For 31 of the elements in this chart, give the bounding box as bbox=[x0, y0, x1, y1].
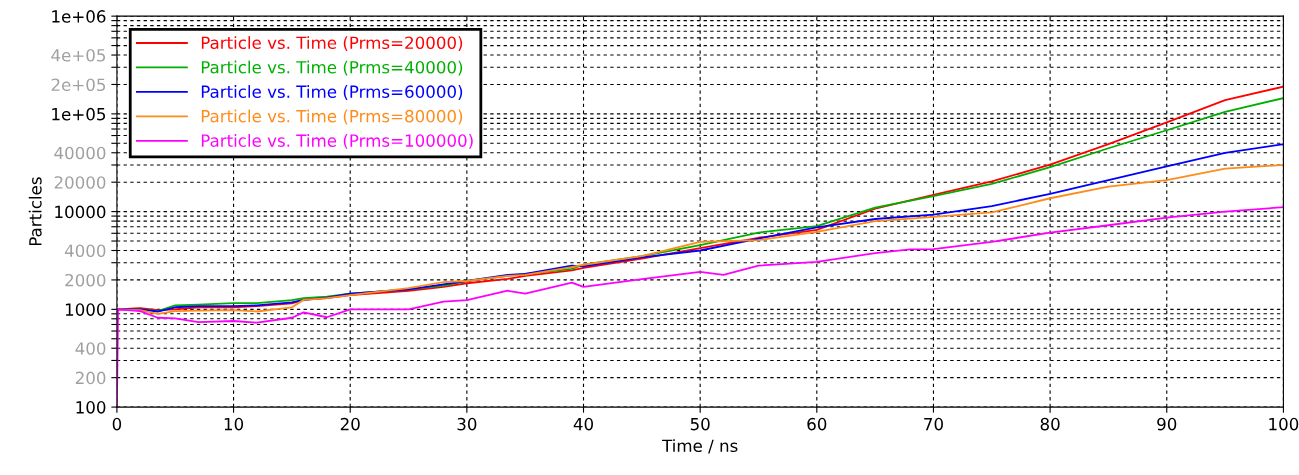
x-tick-label: 30 bbox=[457, 417, 477, 431]
y-tick-label: 1e+05 bbox=[52, 107, 106, 121]
x-tick-label: 40 bbox=[573, 417, 594, 431]
y-tick-label: 2000 bbox=[65, 273, 106, 287]
y-axis-title: Particles bbox=[28, 177, 42, 246]
y-tick-label: 10000 bbox=[55, 205, 106, 219]
y-tick-label: 4000 bbox=[64, 244, 106, 258]
y-tick-label: 20000 bbox=[54, 176, 106, 189]
legend-label: Particle vs. Time (Prms=40000) bbox=[201, 60, 463, 76]
legend-label: Particle vs. Time (Prms=80000) bbox=[201, 109, 463, 125]
x-tick-label: 20 bbox=[340, 417, 360, 431]
x-tick-label: 100 bbox=[1269, 417, 1299, 431]
x-tick-label: 50 bbox=[690, 417, 710, 431]
legend-label: Particle vs. Time (Prms=20000) bbox=[201, 36, 463, 52]
y-tick-label: 1000 bbox=[65, 303, 106, 316]
y-tick-label: 4e+05 bbox=[51, 49, 106, 62]
y-tick-label: 1e+06 bbox=[52, 10, 106, 23]
legend-label: Particle vs. Time (Prms=100000) bbox=[201, 134, 473, 149]
x-tick-label: 90 bbox=[1157, 417, 1177, 431]
x-axis-title: Time / ns bbox=[662, 439, 738, 454]
x-tick-label: 80 bbox=[1040, 417, 1060, 431]
y-tick-label: 100 bbox=[76, 401, 106, 414]
legend-label: Particle vs. Time (Prms=60000) bbox=[201, 85, 463, 100]
y-tick-label: 200 bbox=[75, 371, 106, 385]
y-tick-label: 400 bbox=[75, 342, 106, 355]
x-tick-label: 10 bbox=[224, 417, 244, 431]
y-tick-label: 2e+05 bbox=[51, 78, 106, 92]
y-tick-label: 40000 bbox=[54, 146, 106, 160]
x-tick-label: 70 bbox=[924, 417, 943, 431]
x-tick-label: 0 bbox=[112, 417, 122, 431]
x-tick-label: 60 bbox=[807, 417, 827, 431]
